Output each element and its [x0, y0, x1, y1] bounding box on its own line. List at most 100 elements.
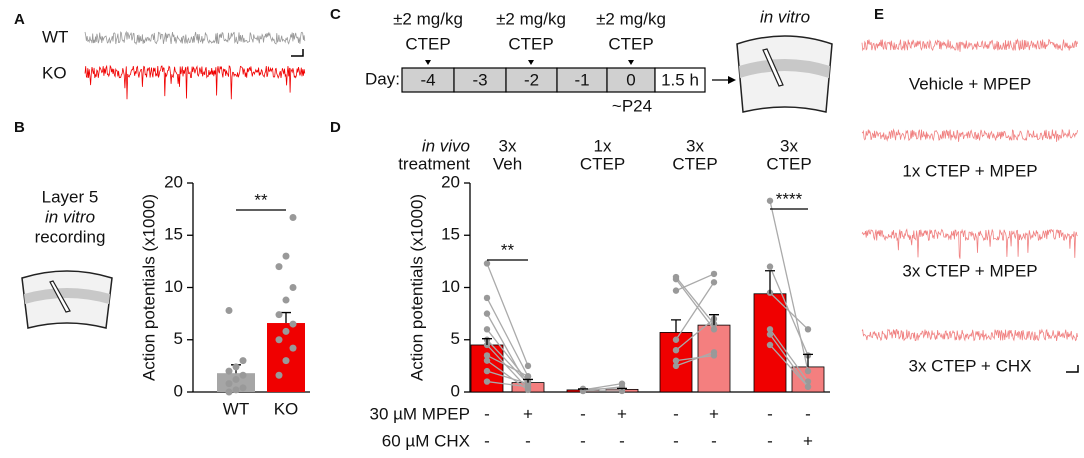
error-bar	[765, 270, 775, 294]
trace-label: WT	[42, 27, 68, 46]
condition-sign: -	[619, 431, 625, 450]
y-tick-label: 15	[441, 225, 460, 244]
y-tick-label: 15	[164, 225, 183, 244]
pair-line	[486, 360, 529, 391]
dose: CTEP	[608, 34, 653, 53]
pair-line	[769, 292, 809, 330]
header: in vivo	[422, 136, 470, 155]
point	[239, 371, 247, 379]
point	[672, 336, 680, 343]
group-label: Veh	[493, 154, 522, 173]
dose: ±2 mg/kg	[393, 9, 463, 28]
annotation: in vitro	[45, 207, 95, 226]
day: -2	[524, 70, 539, 89]
error-bar	[578, 388, 588, 390]
error-bar	[617, 387, 627, 390]
error-bar	[803, 353, 813, 367]
trace-label: 1x CTEP + MPEP	[902, 161, 1037, 180]
group-label: 3x	[780, 136, 798, 155]
significance: ****	[776, 189, 803, 208]
day-cell	[453, 67, 507, 93]
y-tick-label: 10	[164, 277, 183, 296]
panel-label: A	[14, 11, 25, 28]
header: treatment	[398, 154, 470, 173]
y-tick-label: 20	[164, 172, 183, 191]
day: 0	[626, 70, 635, 89]
dose: CTEP	[508, 34, 553, 53]
trace	[861, 228, 1078, 259]
pair-line	[486, 263, 529, 367]
pair-line	[769, 344, 809, 388]
point	[710, 279, 718, 286]
pair-line	[486, 380, 529, 388]
point	[672, 357, 680, 364]
group-label: 3x	[686, 136, 704, 155]
day-label: Day:	[365, 69, 400, 88]
day-cell	[505, 67, 558, 93]
condition-sign: -	[767, 431, 773, 450]
point	[275, 371, 283, 379]
group-label: 1x	[594, 136, 612, 155]
pair-line	[486, 339, 529, 385]
y-tick-label: 5	[451, 329, 460, 348]
trace	[861, 38, 1078, 52]
condition-sign: -	[580, 431, 586, 450]
dose-arrow	[628, 60, 634, 65]
point	[483, 310, 491, 317]
group-label: CTEP	[766, 154, 811, 173]
point	[804, 367, 812, 375]
point	[275, 311, 283, 319]
trace-label: KO	[42, 63, 67, 82]
point	[282, 252, 290, 260]
pair-line	[769, 200, 809, 372]
pair-line	[769, 334, 809, 388]
point	[225, 388, 233, 396]
point	[710, 326, 718, 333]
significance: **	[501, 240, 515, 259]
point	[289, 320, 297, 328]
point	[483, 260, 491, 267]
annotation: recording	[35, 227, 106, 246]
condition-label: 30 µM MPEP	[370, 404, 471, 423]
point	[225, 380, 233, 388]
point	[766, 197, 774, 204]
condition-sign: -	[580, 404, 586, 423]
pair-line	[486, 370, 529, 385]
point	[766, 331, 774, 338]
error-bar	[482, 338, 492, 345]
y-tick-label: 10	[441, 277, 460, 296]
condition-sign: -	[525, 431, 531, 450]
pair-line	[769, 328, 809, 382]
age-label: ~P24	[612, 96, 652, 115]
day: 1.5 h	[661, 70, 699, 89]
point	[232, 363, 240, 371]
point	[275, 336, 283, 344]
group-label: 3x	[499, 136, 517, 155]
panel-label: B	[14, 119, 25, 136]
y-tick-label: 20	[441, 172, 460, 191]
error-bar	[709, 314, 719, 326]
panel-label: D	[330, 119, 341, 136]
slice-icon	[736, 35, 833, 113]
scale-bar	[1066, 365, 1079, 373]
trace	[84, 64, 306, 100]
point	[804, 383, 812, 390]
point	[672, 287, 680, 294]
condition-sign: -	[711, 431, 717, 450]
point	[672, 347, 680, 354]
dose-arrow	[425, 60, 431, 65]
trace-label: 3x CTEP + MPEP	[902, 261, 1037, 280]
x-tick-label: WT	[223, 399, 249, 418]
point	[710, 270, 718, 278]
condition-sign: -	[805, 404, 811, 423]
point	[483, 367, 491, 375]
condition-sign: -	[673, 431, 679, 450]
point	[225, 306, 233, 314]
day-cell	[654, 67, 706, 93]
day: -4	[420, 70, 435, 89]
point	[275, 263, 283, 271]
condition-sign: +	[709, 404, 719, 423]
trace	[84, 30, 306, 45]
point	[225, 367, 233, 375]
pair-line	[486, 313, 529, 388]
